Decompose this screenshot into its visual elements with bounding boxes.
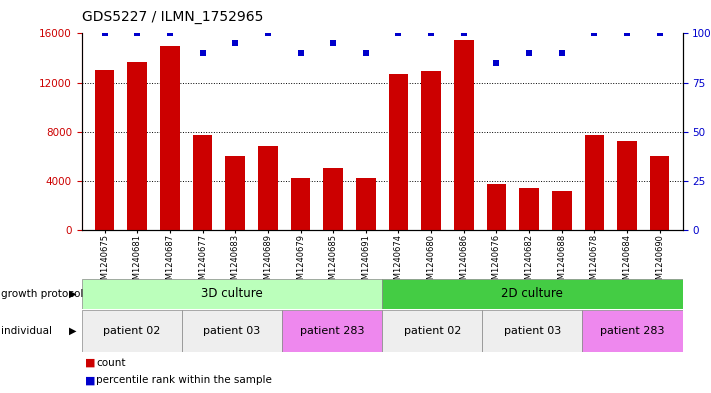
Bar	[383, 279, 683, 309]
Text: patient 283: patient 283	[600, 326, 665, 336]
Bar	[584, 135, 604, 230]
Text: patient 03: patient 03	[203, 326, 261, 336]
Point	[589, 30, 600, 37]
Text: growth protocol: growth protocol	[1, 289, 84, 299]
Bar	[617, 141, 637, 230]
Bar	[291, 178, 310, 230]
Point	[491, 60, 502, 66]
Text: ▶: ▶	[69, 326, 77, 336]
Text: percentile rank within the sample: percentile rank within the sample	[96, 375, 272, 385]
Bar	[193, 135, 213, 230]
Bar	[422, 72, 441, 230]
Point	[392, 30, 404, 37]
Bar	[95, 70, 114, 230]
Bar	[383, 310, 482, 352]
Text: ▶: ▶	[69, 289, 77, 299]
Text: 3D culture: 3D culture	[201, 287, 263, 300]
Text: count: count	[96, 358, 125, 367]
Bar	[482, 310, 582, 352]
Text: ■: ■	[85, 375, 96, 385]
Bar	[258, 146, 278, 230]
Text: 2D culture: 2D culture	[501, 287, 563, 300]
Bar	[82, 310, 182, 352]
Point	[360, 50, 372, 56]
Bar	[389, 74, 408, 230]
Bar	[650, 156, 670, 230]
Point	[164, 30, 176, 37]
Point	[230, 40, 241, 46]
Bar	[582, 310, 683, 352]
Point	[132, 30, 143, 37]
Bar	[324, 169, 343, 230]
Bar	[454, 40, 474, 230]
Point	[458, 30, 469, 37]
Text: GDS5227 / ILMN_1752965: GDS5227 / ILMN_1752965	[82, 10, 263, 24]
Bar	[82, 279, 383, 309]
Point	[295, 50, 306, 56]
Text: patient 03: patient 03	[503, 326, 561, 336]
Bar	[486, 184, 506, 230]
Text: patient 02: patient 02	[103, 326, 161, 336]
Point	[99, 30, 110, 37]
Bar	[225, 156, 245, 230]
Bar	[552, 191, 572, 230]
Point	[621, 30, 633, 37]
Point	[654, 30, 665, 37]
Point	[523, 50, 535, 56]
Bar	[282, 310, 383, 352]
Point	[197, 50, 208, 56]
Text: individual: individual	[1, 326, 53, 336]
Point	[328, 40, 339, 46]
Bar	[127, 62, 147, 230]
Bar	[356, 178, 375, 230]
Text: patient 283: patient 283	[300, 326, 364, 336]
Point	[425, 30, 437, 37]
Point	[262, 30, 274, 37]
Text: patient 02: patient 02	[404, 326, 461, 336]
Text: ■: ■	[85, 358, 96, 367]
Bar	[182, 310, 282, 352]
Bar	[160, 46, 180, 230]
Point	[556, 50, 567, 56]
Bar	[519, 188, 539, 230]
